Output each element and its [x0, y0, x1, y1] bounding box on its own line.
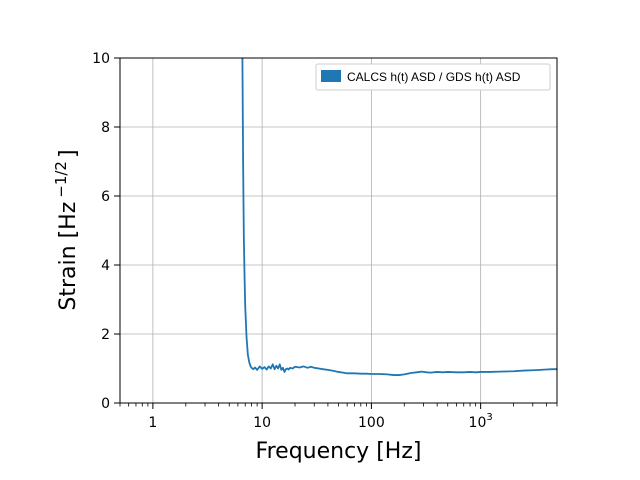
series-layer — [241, 58, 557, 376]
y-tick-label: 6 — [101, 189, 110, 205]
y-axis-label: Strain [Hz −1/2] — [52, 149, 81, 310]
legend-box — [315, 63, 551, 91]
y-axis-label-main: Strain [Hz — [56, 202, 81, 311]
y-tick-label: 2 — [101, 327, 110, 343]
series-line — [241, 58, 557, 376]
x-tick-label: 103 — [469, 412, 493, 431]
legend: CALCS h(t) ASD / GDS h(t) ASD — [315, 63, 551, 91]
axis-ticks — [114, 57, 558, 409]
x-tick-label: 100 — [358, 415, 385, 431]
y-axis-label-exponent: −1/2 — [52, 161, 70, 198]
y-tick-label: 4 — [101, 258, 110, 274]
x-tick-label: 1 — [148, 415, 157, 431]
y-axis-label-close: ] — [56, 149, 81, 158]
plot-area — [120, 58, 557, 403]
legend-swatch — [321, 70, 341, 82]
y-tick-label: 0 — [101, 396, 110, 412]
y-tick-label: 8 — [101, 120, 110, 136]
axis-tick-labels: 1 10 100 103 0 2 4 6 8 10 — [92, 51, 493, 431]
x-tick-label: 10 — [253, 415, 271, 431]
y-tick-label: 10 — [92, 51, 110, 67]
x-axis-label: Frequency [Hz] — [256, 439, 422, 464]
legend-label: CALCS h(t) ASD / GDS h(t) ASD — [347, 70, 521, 84]
